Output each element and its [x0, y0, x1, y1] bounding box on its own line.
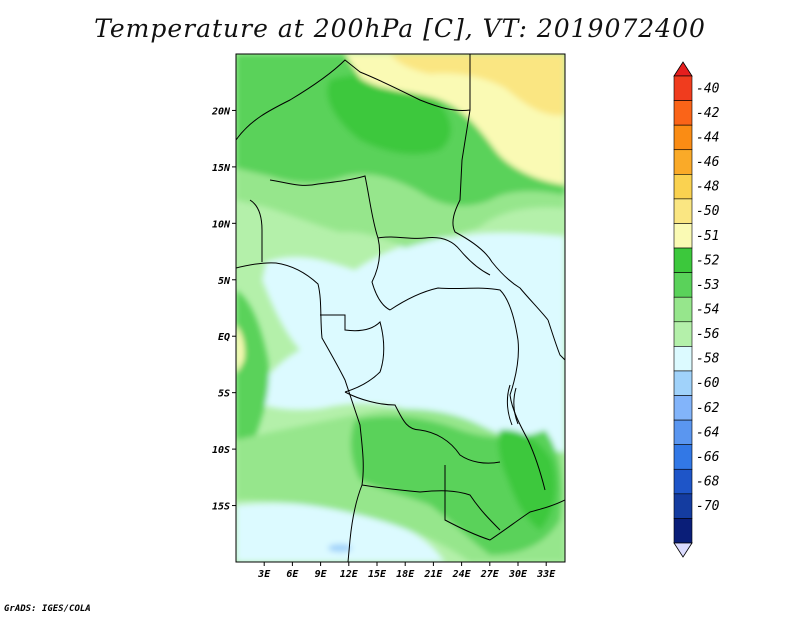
- colorbar-swatch: [673, 444, 693, 470]
- colorbar-label: -42: [696, 106, 720, 121]
- colorbar: -40 -42 -44 -46 -48 -50 -51 -52 -53 -54 -56 -58 -60 -…: [673, 61, 720, 558]
- colorbar-arrow-bottom: [673, 542, 693, 558]
- colorbar-swatch: [673, 395, 693, 421]
- temperature-field: [236, 54, 565, 562]
- colorbar-label: -62: [696, 401, 720, 416]
- lat-tick-label: 5S: [218, 389, 230, 400]
- map-frame: [235, 53, 566, 563]
- colorbar-swatch: [673, 370, 693, 396]
- lon-tick-label: 15E: [368, 569, 387, 580]
- colorbar-label: -51: [696, 229, 719, 244]
- colorbar-label: -46: [696, 155, 720, 170]
- colorbar-arrow-top: [673, 61, 693, 77]
- colorbar-label: -68: [696, 475, 720, 490]
- field-region-51-southeast: [498, 429, 556, 530]
- lat-tick-label: 5N: [218, 276, 231, 287]
- lat-tick-label: 20N: [211, 106, 231, 117]
- colorbar-swatch: [673, 518, 693, 544]
- colorbar-label: -70: [696, 499, 720, 514]
- coast-east-inset: [547, 319, 565, 361]
- latitude-axis: 20N 15N 10N 5N EQ 5S 10S 15S: [211, 106, 236, 513]
- colorbar-label: -66: [696, 450, 720, 465]
- field-region-54-56: [250, 232, 565, 505]
- border-west-small: [249, 199, 263, 262]
- colorbar-label: -54: [696, 303, 719, 318]
- colorbar-label: -48: [696, 180, 720, 195]
- border-congo: [389, 287, 519, 341]
- border-drc-angola: [344, 391, 501, 464]
- colorbar-label: -44: [696, 130, 719, 145]
- lon-tick-label: 30E: [508, 569, 528, 580]
- colorbar-swatch: [673, 419, 693, 445]
- colorbar-swatch: [673, 174, 693, 200]
- border-gabon: [320, 314, 385, 393]
- colorbar-label: -50: [696, 204, 720, 219]
- colorbar-label: -64: [696, 425, 719, 440]
- field-region-54-56-south: [236, 503, 445, 562]
- lon-tick-label: 18E: [396, 569, 415, 580]
- lon-tick-label: 9E: [315, 569, 328, 580]
- lon-tick-label: 24E: [452, 569, 472, 580]
- colorbar-swatch: [673, 124, 693, 151]
- colorbar-label: -52: [696, 253, 720, 268]
- colorbar-swatch: [673, 272, 693, 298]
- colorbar-swatch: [673, 346, 693, 372]
- colorbar-label: -56: [696, 327, 720, 342]
- lon-tick-label: 21E: [423, 569, 443, 580]
- border-angola-south: [361, 484, 501, 531]
- border-nigeria-cameroon: [269, 175, 391, 311]
- field-region-56-58-patch: [328, 544, 352, 552]
- lat-tick-label: 15S: [212, 502, 230, 513]
- border-zambia: [444, 465, 565, 541]
- longitude-axis: 3E 6E 9E 12E 15E 18E 21E 24E 27E 30E 33E: [257, 562, 556, 580]
- field-region-51-52-west: [236, 290, 269, 452]
- field-region-51-core: [327, 75, 451, 155]
- lat-tick-label: 10S: [212, 445, 230, 456]
- lat-tick-label: 10N: [212, 219, 231, 230]
- colorbar-swatch: [673, 468, 693, 495]
- field-region-48-50: [390, 54, 565, 116]
- colorbar-label: -58: [696, 352, 720, 367]
- colorbar-swatch: [673, 247, 693, 273]
- colorbar-swatch: [673, 223, 693, 249]
- coastline-west-africa: [236, 262, 364, 562]
- lon-tick-label: 27E: [480, 569, 500, 580]
- lon-tick-label: 3E: [257, 569, 271, 580]
- colorbar-label: -60: [696, 376, 720, 391]
- colorbar-swatch: [673, 149, 693, 175]
- colorbar-label: -40: [696, 81, 720, 96]
- border-sahel: [236, 54, 471, 141]
- colorbar-swatch: [673, 296, 693, 323]
- credit-text: GrADS: IGES/COLA: [4, 604, 91, 614]
- border-chad-sudan: [452, 109, 549, 321]
- lon-tick-label: 33E: [536, 569, 556, 580]
- colorbar-swatch: [673, 100, 693, 126]
- country-borders: [236, 54, 565, 562]
- map-title: Temperature at 200hPa [C], VT: 201907240…: [94, 14, 706, 43]
- colorbar-swatch: [673, 198, 693, 224]
- border-car: [377, 236, 491, 276]
- colorbar-swatch: [673, 75, 693, 101]
- colorbar-swatch: [673, 493, 693, 519]
- lat-tick-label: EQ: [218, 332, 230, 343]
- border-east: [509, 339, 546, 491]
- colorbar-swatch: [673, 321, 693, 347]
- lon-tick-label: 6E: [286, 569, 299, 580]
- lon-tick-label: 12E: [340, 569, 359, 580]
- lat-tick-label: 15N: [212, 163, 231, 174]
- lake-tanganyika: [506, 384, 519, 426]
- field-region-50-west: [236, 325, 245, 372]
- colorbar-label: -53: [696, 278, 719, 293]
